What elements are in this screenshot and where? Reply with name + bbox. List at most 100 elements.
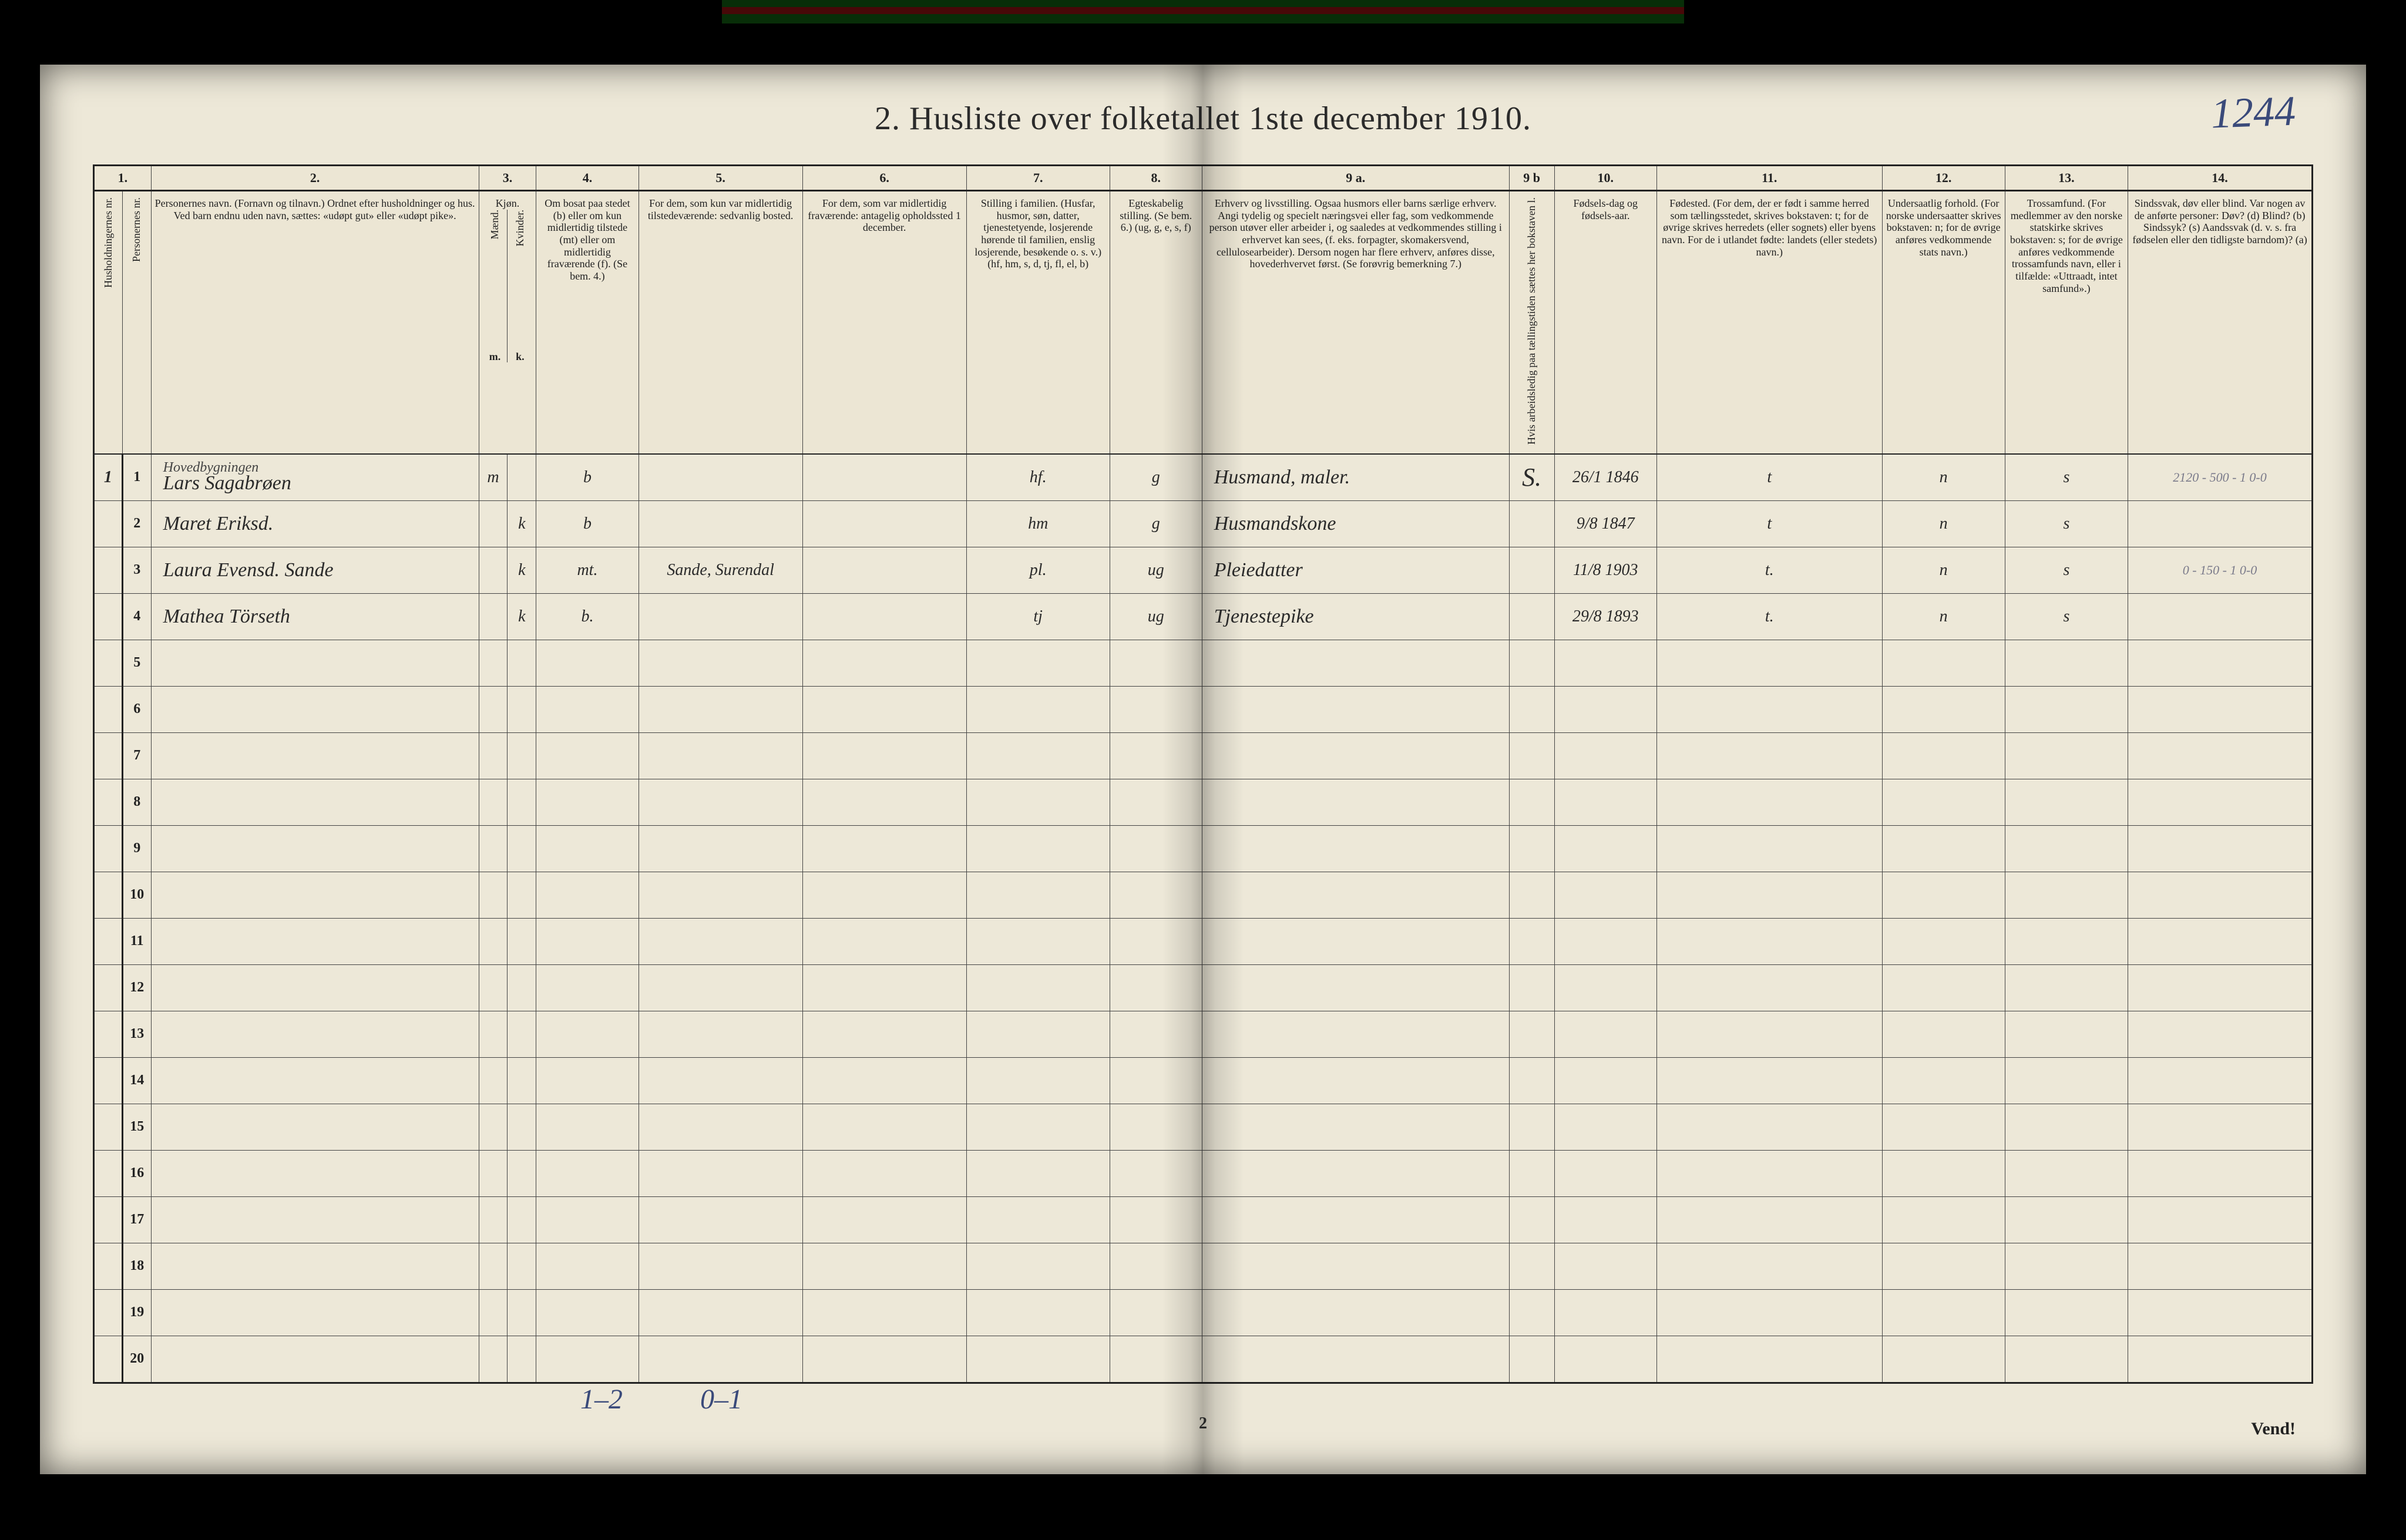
cell-empty: [151, 1196, 479, 1243]
cell-empty: [1882, 1243, 2005, 1289]
cell-empty: [966, 732, 1110, 779]
cell-empty: [479, 1150, 508, 1196]
cell-person-no: 15: [122, 1104, 151, 1150]
cell-empty: [2128, 1104, 2313, 1150]
cell-empty: [2005, 779, 2128, 825]
col-6-header: For dem, som var midlertidig fraværende:…: [802, 191, 966, 454]
cell-marital: ug: [1110, 547, 1202, 593]
cell-empty: [1554, 964, 1656, 1011]
cell-empty: [1202, 1150, 1509, 1196]
cell-empty: [1554, 825, 1656, 872]
cell-empty: [536, 1104, 639, 1150]
cell-empty: [479, 1196, 508, 1243]
cell-empty: [2005, 1057, 2128, 1104]
cell-empty: [802, 1289, 966, 1336]
cell-birthplace: t: [1656, 454, 1882, 501]
table-row: 15: [94, 1104, 2313, 1150]
cell-household-no: [94, 500, 123, 547]
cell-person-no: 5: [122, 640, 151, 686]
colnum-12: 12.: [1882, 166, 2005, 191]
cell-empty: [479, 964, 508, 1011]
cell-empty: [1509, 1243, 1554, 1289]
cell-empty: [1509, 732, 1554, 779]
cell-empty: [2005, 1196, 2128, 1243]
table-row: 11HovedbygningenLars Sagabrøenmbhf.gHusm…: [94, 454, 2313, 501]
cell-empty: [802, 686, 966, 732]
cell-person-no: 19: [122, 1289, 151, 1336]
cell-empty: [1110, 1289, 1202, 1336]
table-row: 3Laura Evensd. Sandekmt.Sande, Surendalp…: [94, 547, 2313, 593]
cell-empty: [479, 872, 508, 918]
cell-birthplace: t.: [1656, 593, 1882, 640]
cell-person-no: 8: [122, 779, 151, 825]
cell-empty: [1554, 1104, 1656, 1150]
cell-empty: [479, 779, 508, 825]
cell-empty: [1554, 732, 1656, 779]
cell-occupation: Husmandskone: [1202, 500, 1509, 547]
cell-empty: [508, 872, 536, 918]
cell-empty: [966, 918, 1110, 964]
col-3-group-label: Kjøn.: [483, 197, 533, 210]
cell-empty: [802, 640, 966, 686]
cell-empty: [479, 1243, 508, 1289]
cell-empty: [2128, 1289, 2313, 1336]
cell-empty: [1202, 686, 1509, 732]
cell-household-no: [94, 686, 123, 732]
cell-empty: [536, 1243, 639, 1289]
cell-empty: [151, 964, 479, 1011]
cell-empty: [508, 1336, 536, 1383]
cell-household-no: [94, 1196, 123, 1243]
table-row: 16: [94, 1150, 2313, 1196]
cell-empty: [2005, 918, 2128, 964]
colnum-14: 14.: [2128, 166, 2313, 191]
cell-empty: [2005, 872, 2128, 918]
cell-empty: [802, 1104, 966, 1150]
cell-empty: [479, 1011, 508, 1057]
cell-empty: [1110, 1011, 1202, 1057]
cell-empty: [151, 1104, 479, 1150]
cell-empty: [639, 1243, 802, 1289]
cell-empty: [151, 779, 479, 825]
cell-household-no: [94, 825, 123, 872]
col-9a-header: Erhverv og livsstilling. Ogsaa husmors e…: [1202, 191, 1509, 454]
cell-empty: [2005, 1289, 2128, 1336]
cell-empty: [639, 1150, 802, 1196]
cell-person-no: 11: [122, 918, 151, 964]
cell-household-no: [94, 1011, 123, 1057]
cell-away: [802, 547, 966, 593]
cell-empty: [639, 779, 802, 825]
cell-residence: mt.: [536, 547, 639, 593]
cell-unemployed: S.: [1509, 454, 1554, 501]
cell-empty: [1656, 825, 1882, 872]
page-title: 2. Husliste over folketallet 1ste decemb…: [40, 100, 2366, 137]
cell-empty: [1509, 1057, 1554, 1104]
colnum-5: 5.: [639, 166, 802, 191]
cell-household-no: [94, 1289, 123, 1336]
cell-empty: [2128, 686, 2313, 732]
cell-empty: [1554, 1057, 1656, 1104]
cell-empty: [1110, 872, 1202, 918]
cell-sex-m: [479, 547, 508, 593]
cell-name: Mathea Törseth: [151, 593, 479, 640]
cell-margin-note: 2120 - 500 - 1 0-0: [2128, 454, 2313, 501]
cell-empty: [508, 732, 536, 779]
colnum-13: 13.: [2005, 166, 2128, 191]
col-11-header: Fødested. (For dem, der er født i samme …: [1656, 191, 1882, 454]
cell-household-no: [94, 1057, 123, 1104]
cell-empty: [536, 686, 639, 732]
cell-empty: [639, 918, 802, 964]
cell-empty: [508, 964, 536, 1011]
ledger-table: 1. 2. 3. 4. 5. 6. 7. 8. 9 a. 9 b 10. 11.…: [93, 164, 2313, 1384]
cell-empty: [1882, 918, 2005, 964]
cell-empty: [151, 1336, 479, 1383]
cell-empty: [1202, 1057, 1509, 1104]
turn-over-label: Vend!: [2251, 1419, 2296, 1439]
cell-empty: [639, 1336, 802, 1383]
cell-empty: [1202, 825, 1509, 872]
table-row: 4Mathea Törsethkb.tjugTjenestepike29/8 1…: [94, 593, 2313, 640]
cell-empty: [1110, 1196, 1202, 1243]
cell-empty: [1202, 1011, 1509, 1057]
cell-empty: [479, 1289, 508, 1336]
cell-birthplace: t.: [1656, 547, 1882, 593]
colnum-10: 10.: [1554, 166, 1656, 191]
